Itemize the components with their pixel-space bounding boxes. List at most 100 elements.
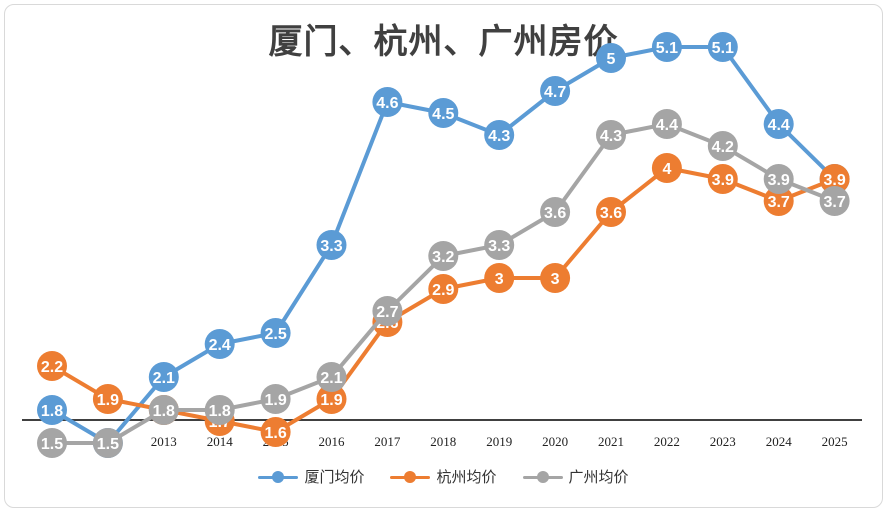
data-point <box>260 417 291 447</box>
x-tick-label: 2014 <box>207 434 234 449</box>
data-point <box>316 362 347 392</box>
data-point <box>596 197 626 227</box>
data-label: 3.6 <box>600 205 622 222</box>
legend-label: 广州均价 <box>568 469 629 486</box>
data-label: 3.7 <box>823 194 845 211</box>
data-point <box>484 230 515 260</box>
data-label: 3.9 <box>823 172 845 189</box>
chart-title: 厦门、杭州、广州房价 <box>268 23 619 61</box>
data-label: 3.3 <box>320 238 342 255</box>
data-point <box>484 263 515 293</box>
data-point <box>763 186 794 216</box>
data-label: 4.4 <box>656 117 678 134</box>
data-label: 2.7 <box>376 304 398 321</box>
data-label: 2.1 <box>320 370 342 387</box>
x-tick-label: 2024 <box>766 434 793 449</box>
data-label: 3.7 <box>768 194 790 211</box>
data-label: 1.5 <box>97 436 119 453</box>
data-point <box>428 98 459 128</box>
data-label: 4.2 <box>712 139 734 156</box>
data-label: 5.1 <box>656 40 678 57</box>
data-label: 3.3 <box>488 238 510 255</box>
data-label: 3.2 <box>432 249 454 266</box>
data-label: 1.5 <box>41 436 63 453</box>
data-label: 1.8 <box>153 403 175 420</box>
data-label: 2.1 <box>153 370 175 387</box>
data-label: 4.3 <box>600 128 622 145</box>
x-tick-label: 2023 <box>710 434 736 449</box>
x-tick-label: 2021 <box>598 434 624 449</box>
data-label: 4.3 <box>488 128 510 145</box>
data-label: 1.9 <box>264 392 286 409</box>
legend-item: 广州均价 <box>522 466 629 487</box>
legend: 厦门均价 杭州均价 广州均价 <box>0 466 887 487</box>
data-label: 5.1 <box>712 40 734 57</box>
data-point <box>651 109 682 139</box>
data-label: 4.4 <box>768 117 790 134</box>
x-tick-label: 2017 <box>374 434 401 449</box>
data-label: 2.9 <box>432 282 454 299</box>
data-label: 1.9 <box>320 392 342 409</box>
series-2: 1.5 1.5 1.8 1.8 1.9 2.1 2.7 3.2 3.3 3.6 4.3 4.4 4.2 3… <box>37 109 850 458</box>
x-tick-label: 2022 <box>654 434 680 449</box>
data-point <box>37 351 67 381</box>
data-point <box>819 186 850 216</box>
x-tick-label: 2018 <box>430 434 456 449</box>
x-tick-label: 2019 <box>486 434 512 449</box>
data-label: 3 <box>551 271 560 288</box>
data-point <box>148 362 179 392</box>
legend-label: 厦门均价 <box>304 469 365 486</box>
data-point <box>819 164 850 194</box>
data-label: 4.5 <box>432 106 454 123</box>
data-point <box>92 384 123 414</box>
data-label: 3 <box>495 271 504 288</box>
data-point <box>37 395 67 425</box>
data-point <box>260 318 291 348</box>
x-tick-label: 2025 <box>822 434 848 449</box>
data-point <box>204 329 235 359</box>
x-tick-label: 2013 <box>151 434 177 449</box>
data-label: 3.9 <box>768 172 790 189</box>
data-point <box>651 153 682 183</box>
data-label: 1.6 <box>264 425 286 442</box>
data-point <box>428 274 459 304</box>
data-point <box>204 395 235 425</box>
data-label: 3.9 <box>712 172 734 189</box>
data-point <box>316 384 347 414</box>
data-point <box>707 32 738 62</box>
data-label: 4.6 <box>376 95 398 112</box>
legend-swatch <box>258 470 299 483</box>
data-point <box>707 131 738 161</box>
data-point <box>651 32 682 62</box>
data-point <box>763 164 794 194</box>
legend-swatch <box>390 470 431 483</box>
data-point <box>372 87 403 117</box>
data-label: 5 <box>607 51 616 68</box>
data-point <box>428 241 459 271</box>
data-point <box>540 197 571 227</box>
data-label: 1.8 <box>41 403 63 420</box>
data-point <box>148 395 179 425</box>
data-label: 4.7 <box>544 84 566 101</box>
data-label: 1.8 <box>209 403 231 420</box>
data-label: 4 <box>662 161 671 178</box>
data-point <box>37 428 67 458</box>
legend-label: 杭州均价 <box>436 469 497 486</box>
data-point <box>92 428 123 458</box>
data-label: 2.5 <box>264 326 286 343</box>
data-point <box>596 43 626 73</box>
legend-item: 杭州均价 <box>390 466 497 487</box>
data-point <box>372 296 403 326</box>
data-label: 2.4 <box>209 337 231 354</box>
data-label: 1.9 <box>97 392 119 409</box>
legend-swatch <box>522 470 563 483</box>
data-point <box>596 120 626 150</box>
data-label: 3.6 <box>544 205 566 222</box>
data-point <box>707 164 738 194</box>
data-label: 2.2 <box>41 359 63 376</box>
legend-item: 厦门均价 <box>258 466 364 487</box>
x-tick-label: 2020 <box>542 434 568 449</box>
data-point <box>260 384 291 414</box>
x-tick-label: 2016 <box>319 434 346 449</box>
data-point <box>316 230 347 260</box>
